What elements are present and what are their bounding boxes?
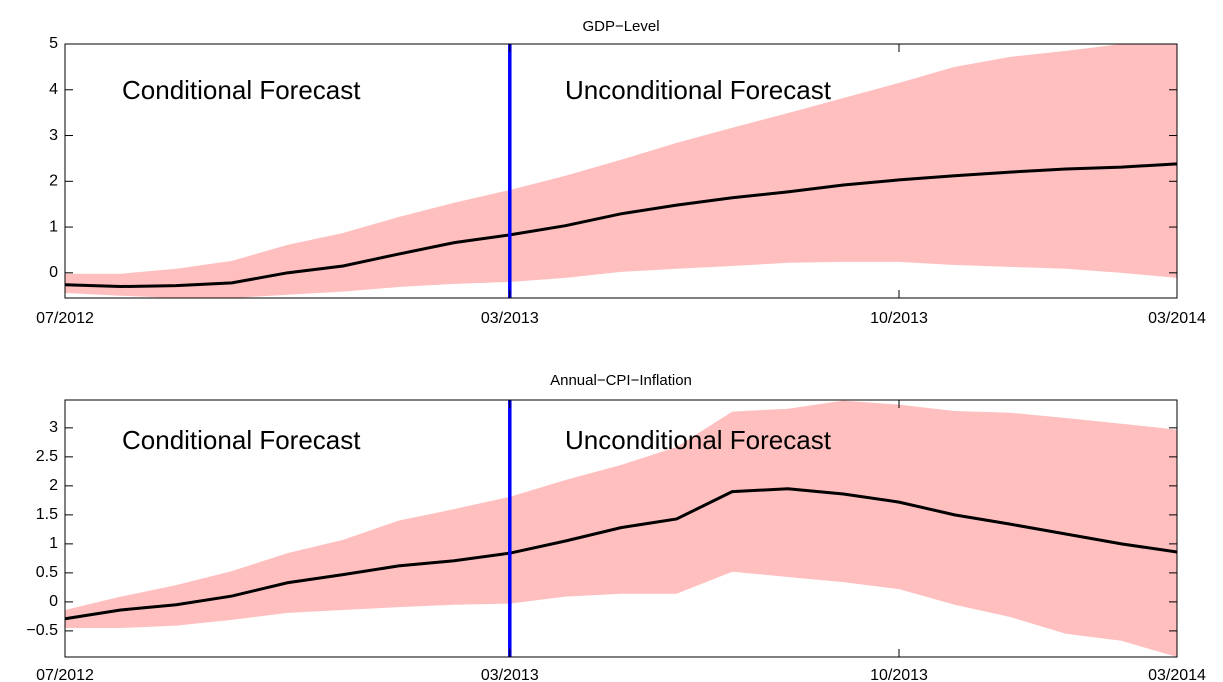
annotation: Conditional Forecast xyxy=(122,425,361,455)
chart-title: GDP−Level xyxy=(582,18,659,35)
confidence-band xyxy=(65,44,1177,298)
y-tick-label: 1.5 xyxy=(36,506,58,523)
y-tick-label: 3 xyxy=(49,419,58,436)
forecast-line xyxy=(64,487,1178,621)
x-tick-label: 03/2014 xyxy=(1148,310,1206,327)
y-tick-label: −0.5 xyxy=(26,622,58,639)
forecast-line xyxy=(64,162,1178,289)
x-tick-label: 03/2014 xyxy=(1148,667,1206,682)
y-tick-label: 0 xyxy=(49,264,58,281)
y-tick-label: 1 xyxy=(49,218,58,235)
chart-title: Annual−CPI−Inflation xyxy=(550,372,692,389)
y-tick-label: 2 xyxy=(49,477,58,494)
annotation: Conditional Forecast xyxy=(122,75,361,105)
x-tick-label: 03/2013 xyxy=(481,667,539,682)
x-tick-label: 10/2013 xyxy=(870,310,928,327)
annotation: Unconditional Forecast xyxy=(565,75,832,105)
y-tick-label: 1 xyxy=(49,535,58,552)
x-tick-label: 07/2012 xyxy=(36,667,94,682)
x-tick-label: 10/2013 xyxy=(870,667,928,682)
y-tick-label: 5 xyxy=(49,35,58,52)
plot-frame xyxy=(64,399,1178,658)
y-tick-label: 3 xyxy=(49,127,58,144)
y-tick-label: 2 xyxy=(49,173,58,190)
y-tick-label: 4 xyxy=(49,81,58,98)
x-tick-label: 03/2013 xyxy=(481,310,539,327)
y-tick-label: 0 xyxy=(49,593,58,610)
y-tick-label: 0.5 xyxy=(36,564,58,581)
x-tick-label: 07/2012 xyxy=(36,310,94,327)
annotation: Unconditional Forecast xyxy=(565,425,832,455)
y-tick-label: 2.5 xyxy=(36,448,58,465)
plot-frame xyxy=(64,43,1178,299)
